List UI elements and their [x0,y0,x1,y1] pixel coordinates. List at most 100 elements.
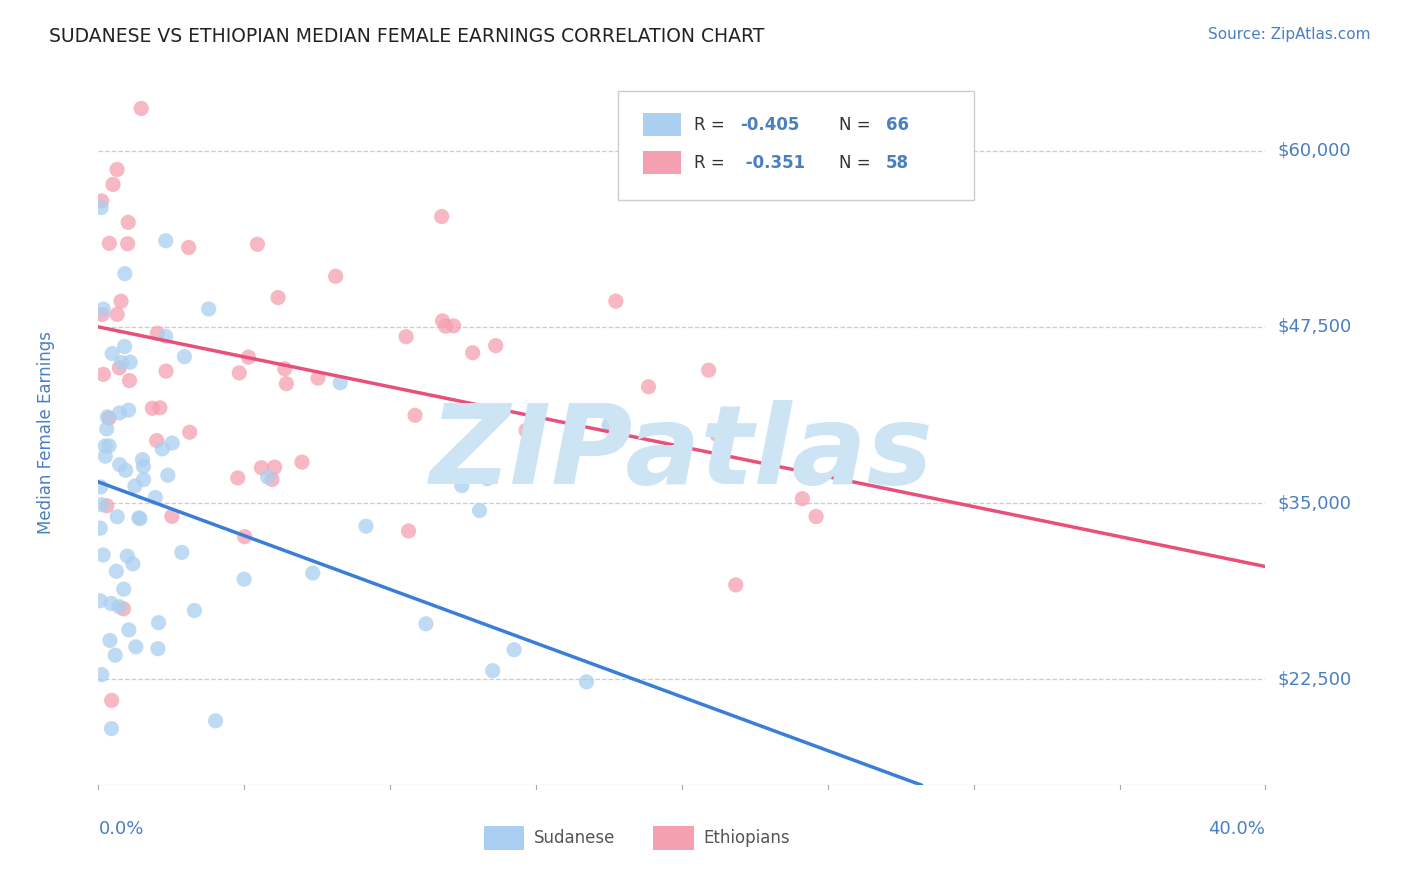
Point [637,380,659,394]
Point [118,623,141,637]
Point [697,363,720,377]
Point [146,326,169,341]
Text: 0.0%: 0.0% [98,821,143,838]
Point [481,664,503,678]
Text: N =: N = [839,153,876,172]
Text: SUDANESE VS ETHIOPIAN MEDIAN FEMALE EARNINGS CORRELATION CHART: SUDANESE VS ETHIOPIAN MEDIAN FEMALE EARN… [49,27,765,45]
Point [246,237,269,252]
Text: R =: R = [693,116,730,134]
Point [143,491,166,505]
Point [117,403,139,417]
Text: $60,000: $60,000 [1277,142,1351,160]
Point [444,469,467,483]
Point [91,302,114,317]
Point [160,436,183,450]
Point [91,548,114,562]
Point [105,564,128,578]
Text: N =: N = [839,116,876,134]
Text: Sudanese: Sudanese [534,829,614,847]
Point [329,376,352,390]
Point [105,162,128,177]
Point [156,468,179,483]
Point [430,210,453,224]
Point [120,355,142,369]
Point [94,449,117,463]
Point [155,234,177,248]
Text: $35,000: $35,000 [1277,494,1351,512]
Point [148,615,170,630]
Point [179,425,201,440]
Point [146,641,169,656]
Point [605,294,627,309]
Point [468,503,491,517]
Point [233,530,256,544]
Point [90,498,112,512]
Point [706,427,728,442]
Point [141,401,163,416]
Point [440,455,463,469]
Point [575,674,598,689]
Point [204,714,226,728]
Point [177,240,200,254]
Point [94,439,117,453]
Point [108,599,131,614]
Point [91,308,114,322]
Text: $47,500: $47,500 [1277,318,1351,336]
FancyBboxPatch shape [617,91,973,200]
Point [98,633,121,648]
Point [145,434,167,448]
Point [101,178,124,192]
Point [129,102,152,116]
Bar [644,152,681,174]
Point [108,458,131,472]
Point [415,616,437,631]
Bar [652,826,693,850]
Bar [484,826,524,850]
Point [89,593,111,607]
Point [89,521,111,535]
Point [101,346,124,360]
Point [477,472,499,486]
Point [443,318,465,333]
Point [125,640,148,654]
Point [98,236,121,251]
Text: Source: ZipAtlas.com: Source: ZipAtlas.com [1208,27,1371,42]
Point [100,693,122,707]
Point [111,356,134,370]
Point [122,557,145,571]
Text: Ethiopians: Ethiopians [703,829,790,847]
Text: R =: R = [693,153,730,172]
Point [197,301,219,316]
Point [112,582,135,596]
Point [804,509,827,524]
Text: -0.405: -0.405 [741,116,800,134]
Point [90,667,112,681]
Point [110,294,132,309]
Point [114,339,136,353]
Point [598,417,620,432]
Point [160,509,183,524]
Point [131,452,153,467]
Point [150,442,173,456]
Point [503,642,526,657]
Point [307,371,329,385]
Point [100,722,122,736]
Point [461,345,484,359]
Point [128,511,150,525]
Point [117,236,139,251]
Point [260,473,283,487]
Text: $22,500: $22,500 [1277,670,1351,689]
Point [96,409,118,424]
Point [267,291,290,305]
Point [228,366,250,380]
Point [114,463,136,477]
Point [274,361,297,376]
Point [354,519,377,533]
Point [117,215,139,229]
Point [256,470,278,484]
Point [108,406,131,420]
Point [100,597,122,611]
Point [149,401,172,415]
Point [96,422,118,436]
Point [263,460,285,475]
